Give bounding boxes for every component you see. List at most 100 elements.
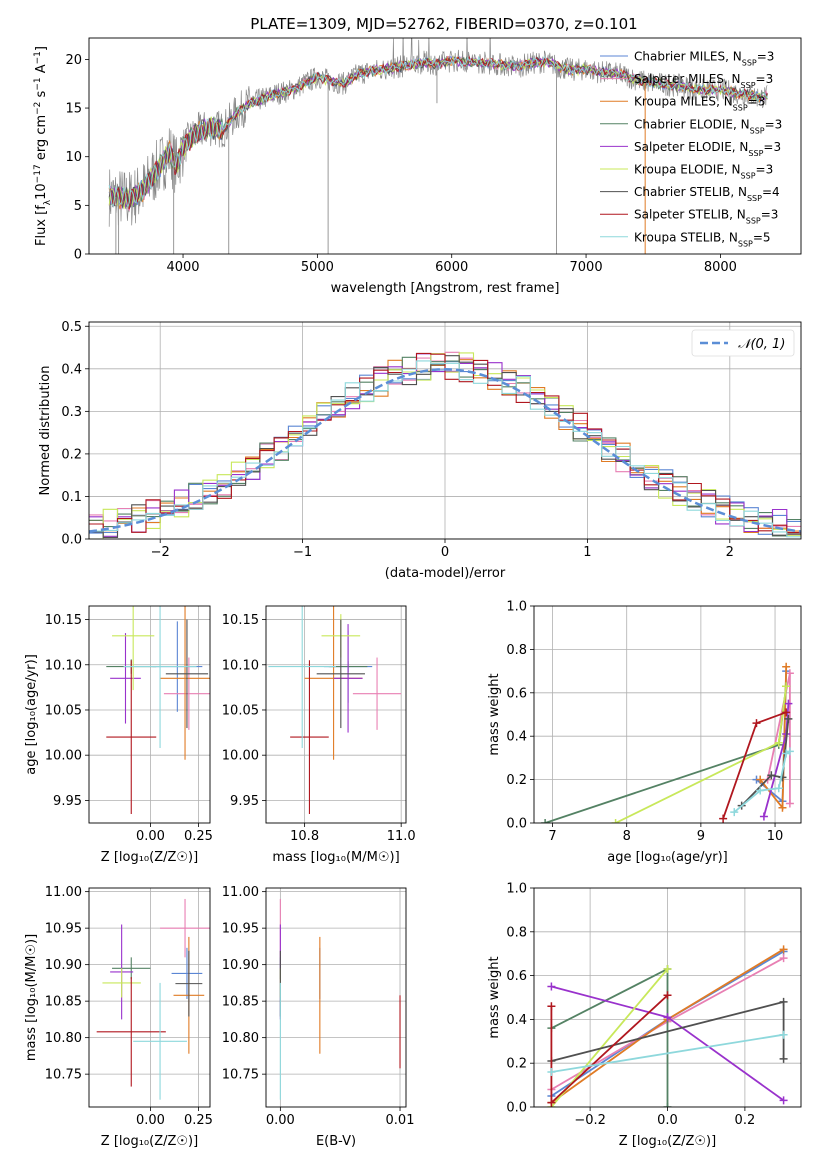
weight-marker-salpeter-stelib xyxy=(547,1098,556,1107)
y-tick-label: 10 xyxy=(65,150,82,165)
weight-marker-kroupa-miles xyxy=(782,662,791,671)
legend-nssp-prefix: , N xyxy=(724,163,741,177)
weight-marker-salpeter-miles xyxy=(779,954,788,963)
legend-series-name: Salpeter ELODIE xyxy=(634,140,732,154)
legend-label-kroupa-miles: Kroupa MILES, NSSP=3 xyxy=(634,95,765,113)
y-tick-label: 10.95 xyxy=(222,922,259,937)
histogram-kroupa-stelib xyxy=(89,360,801,538)
y-axis-label-part: −2 xyxy=(33,102,43,115)
y-tick-label: 0.8 xyxy=(506,925,527,940)
legend-nssp-prefix: , N xyxy=(724,72,741,86)
legend: 𝒩(0, 1) xyxy=(691,329,795,357)
legend-label-chabrier-stelib: Chabrier STELIB, NSSP=4 xyxy=(634,185,780,203)
legend-nssp-value: 3 xyxy=(771,208,779,222)
y-tick-label: 0.2 xyxy=(506,773,527,788)
y-axis-label-part: −17 xyxy=(33,164,43,183)
y-tick-label: 0.0 xyxy=(61,533,82,548)
legend-series-name: Chabrier ELODIE xyxy=(634,117,733,131)
legend-series-name: Kroupa MILES xyxy=(634,95,716,109)
y-tick-label: 9.95 xyxy=(53,794,82,809)
weight-marker-kroupa-stelib xyxy=(756,786,765,795)
x-axis-label: Z [log₁₀(Z/Z☉)] xyxy=(619,1134,716,1149)
y-tick-label: 0.5 xyxy=(61,320,82,335)
legend-nssp-equals: = xyxy=(756,72,766,86)
y-tick-label: 0.6 xyxy=(506,686,527,701)
axes-frame xyxy=(265,605,407,824)
panel-spectrum: 4000 5000 6000 7000 8000 0 5 10 15 20 wavelength [… xyxy=(33,37,802,296)
x-tick-label: 0.2 xyxy=(735,1113,756,1128)
panel-age-vs-z: 0.00 0.25 9.95 10.00 10.05 10.10 10.15 Z [log₁₀… xyxy=(24,605,213,865)
x-tick-label: 5000 xyxy=(301,260,334,275)
legend-nssp-value: 3 xyxy=(758,95,766,109)
weight-marker-salpeter-stelib xyxy=(547,1002,556,1011)
x-tick-label: 0.00 xyxy=(266,1113,295,1128)
y-tick-label: 10.75 xyxy=(222,1068,259,1083)
x-tick-label: 8000 xyxy=(704,260,737,275)
x-axis-label: E(B-V) xyxy=(316,1134,356,1149)
weight-marker-salpeter-elodie xyxy=(547,982,556,991)
legend-label-salpeter-elodie: Salpeter ELODIE, NSSP=3 xyxy=(634,140,781,158)
legend-nssp-subscript: SSP xyxy=(747,194,762,203)
y-tick-label: 10.90 xyxy=(222,958,259,973)
y-tick-label: 1.0 xyxy=(506,882,527,897)
x-tick-label: 6000 xyxy=(435,260,468,275)
weight-marker-kroupa-elodie xyxy=(611,819,620,823)
plot-area xyxy=(534,606,801,823)
y-tick-label: 10.15 xyxy=(222,613,259,628)
legend-series-name: Kroupa STELIB xyxy=(634,230,721,244)
y-tick-label: 0.0 xyxy=(506,817,527,832)
x-tick-label: 0.01 xyxy=(386,1113,415,1128)
y-tick-label: 11.00 xyxy=(45,885,82,900)
plot-area xyxy=(266,888,406,1107)
panel-mass-weight-vs-z: −0.2 0.0 0.2 0.0 0.2 0.4 0.6 0.8 1.0 Z [log₁₀(Z/Z… xyxy=(487,882,802,1149)
legend-series-name: Chabrier STELIB xyxy=(634,185,730,199)
y-tick-label: 10.10 xyxy=(45,658,82,673)
weight-marker-salpeter-stelib xyxy=(663,991,672,1000)
weight-marker-salpeter-elodie xyxy=(779,1096,788,1105)
weight-marker-salpeter-elodie xyxy=(663,1013,672,1022)
weight-marker-salpeter-elodie xyxy=(759,812,768,821)
weight-marker-chabrier-stelib xyxy=(779,1054,788,1063)
y-tick-label: 5 xyxy=(74,199,82,214)
weight-marker-kroupa-stelib xyxy=(785,747,794,756)
legend-series-name: Kroupa ELODIE xyxy=(634,163,724,177)
legend-label-chabrier-elodie: Chabrier ELODIE, NSSP=3 xyxy=(634,117,782,135)
legend-box xyxy=(691,329,795,357)
x-tick-label: 10.8 xyxy=(290,829,319,844)
y-tick-label: 9.95 xyxy=(230,794,259,809)
y-axis-label-part: Flux [f xyxy=(34,205,49,246)
legend-nssp-value: 3 xyxy=(767,50,775,64)
legend-label-kroupa-stelib: Kroupa STELIB, NSSP=5 xyxy=(634,230,771,248)
weight-marker-chabrier-elodie xyxy=(541,819,550,823)
weight-line-chabrier-stelib xyxy=(741,718,790,807)
y-tick-label: 0 xyxy=(74,248,82,263)
weight-line-chabrier-elodie xyxy=(544,686,788,823)
y-tick-label: 10.80 xyxy=(222,1031,259,1046)
weight-marker-salpeter-stelib xyxy=(782,708,791,717)
y-tick-label: 0.3 xyxy=(61,405,82,420)
weight-marker-chabrier-stelib xyxy=(767,771,776,780)
y-tick-label: 10.90 xyxy=(45,958,82,973)
y-tick-label: 10.10 xyxy=(222,658,259,673)
y-tick-label: 0.4 xyxy=(506,730,527,745)
x-tick-label: 0.25 xyxy=(184,1113,213,1128)
y-tick-label: 10.85 xyxy=(222,995,259,1010)
y-tick-label: 0.4 xyxy=(506,1013,527,1028)
y-axis-label-part: s xyxy=(34,90,49,101)
weight-marker-kroupa-miles xyxy=(756,775,765,784)
x-tick-label: 0.0 xyxy=(657,1113,678,1128)
x-tick-label: 2 xyxy=(726,545,734,560)
x-axis-label: mass [log₁₀(M/M☉)] xyxy=(272,850,399,865)
y-axis-label: Normed distribution xyxy=(38,366,53,496)
x-axis-label: age [log₁₀(age/yr)] xyxy=(607,850,728,865)
axes-frame xyxy=(88,605,211,824)
weight-marker-chabrier-elodie xyxy=(663,1103,672,1107)
legend-label-kroupa-elodie: Kroupa ELODIE, NSSP=3 xyxy=(634,163,773,181)
normal-distribution-curve xyxy=(89,368,801,533)
y-axis-label-part: 10 xyxy=(34,183,49,200)
axes-frame xyxy=(265,887,407,1108)
legend-nssp-subscript: SSP xyxy=(748,148,763,157)
axes-frame xyxy=(88,321,802,540)
panel-age-vs-mass: 10.8 11.0 9.95 10.00 10.05 10.10 10.15 mass [lo… xyxy=(222,605,416,865)
